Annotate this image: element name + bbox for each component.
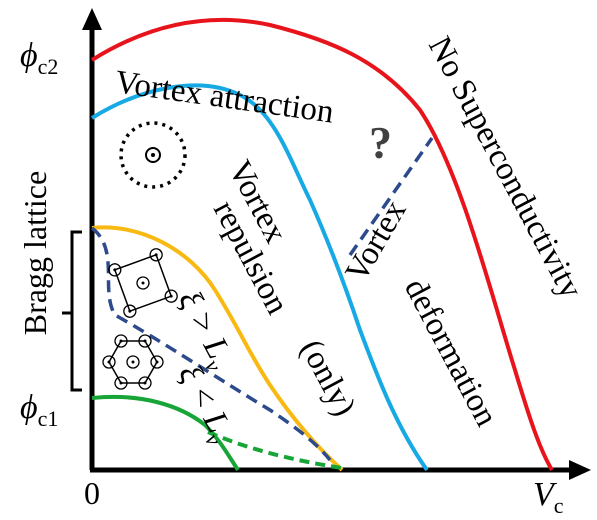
y-tick-lower-symbol: ϕ (20, 389, 38, 426)
deformation-line-2: deformation (397, 273, 505, 432)
axes (82, 8, 591, 480)
origin-label: 0 (84, 475, 100, 511)
x-axis-arrow-icon (569, 460, 591, 480)
yellow-curve (91, 225, 344, 472)
y-tick-upper: ϕc2 (20, 37, 58, 79)
x-axis-label: Vc (533, 476, 564, 518)
no-superconductivity-label: No Superconductivity (421, 31, 589, 305)
y-tick-lower: ϕc1 (20, 389, 58, 431)
hexagonal-lattice-icon (102, 334, 164, 390)
x-axis-label-sub: c (554, 493, 564, 518)
red-curve (90, 17, 554, 472)
vortex-deformation-label: Vortex deformation (339, 194, 505, 432)
y-tick-lower-sub: c1 (38, 406, 59, 431)
dashed-boundaries (90, 136, 434, 462)
svg-text:ξ < Lv: ξ < Lv (167, 359, 241, 450)
y-tick-upper-symbol: ϕ (20, 37, 38, 74)
repulsion-line-3: (only) (293, 334, 363, 422)
svg-text:ϕc2: ϕc2 (20, 37, 58, 79)
condition-upper-text: ξ > L (171, 285, 236, 365)
svg-text:ϕc1: ϕc1 (20, 389, 58, 431)
bragg-bracket (62, 230, 82, 392)
blue-curve (90, 83, 429, 472)
question-mark: ? (369, 117, 392, 168)
green-curve (91, 394, 240, 472)
phase-boundaries (90, 17, 554, 472)
svg-text:Vc: Vc (533, 476, 564, 518)
square-lattice-icon (108, 248, 178, 318)
dashed-line-lower (90, 226, 332, 462)
condition-lower: ξ < Lv (167, 359, 241, 450)
dashed-line-upper (348, 136, 434, 257)
green-dashed-curve (207, 430, 343, 470)
condition-lower-text: ξ < L (171, 359, 236, 439)
vortex-repulsion-label: Vortex repulsion (only) (206, 155, 363, 422)
y-tick-upper-sub: c2 (38, 54, 59, 79)
y-axis-arrow-icon (82, 8, 102, 30)
bragg-lattice-label: Bragg lattice (17, 171, 53, 335)
vortex-attraction-label: Vortex attraction (113, 64, 336, 130)
single-vortex-icon (119, 121, 187, 189)
deformation-line-1: Vortex (339, 194, 414, 288)
